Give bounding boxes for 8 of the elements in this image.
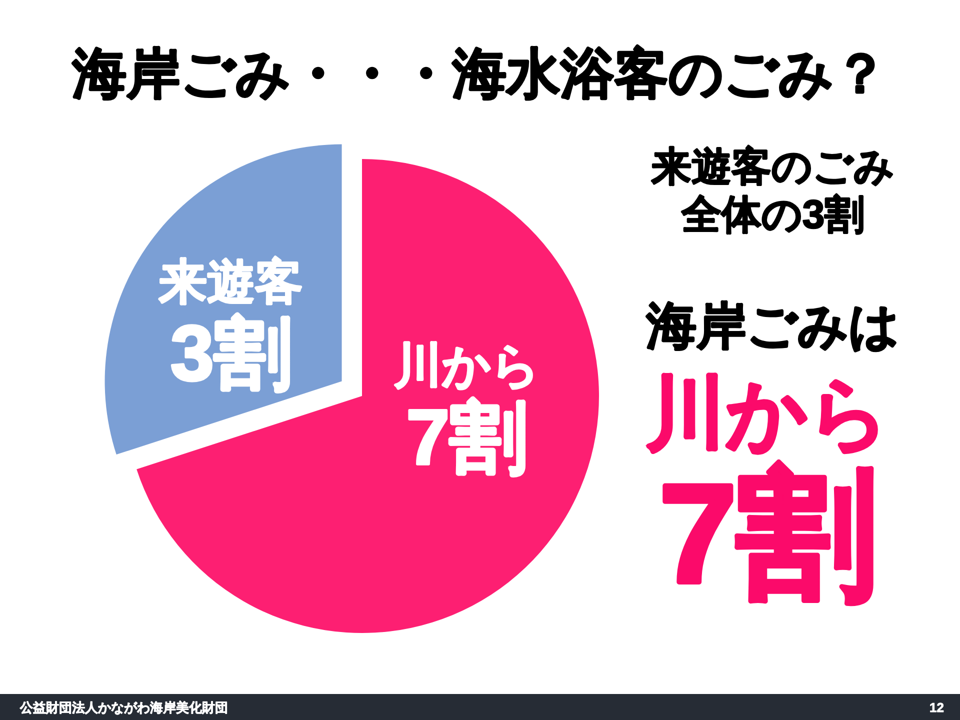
annotation: 7割 <box>659 455 877 612</box>
title: 海岸ごみ・・・海水浴客のごみ？ <box>72 44 888 104</box>
annotation: 来遊客のごみ <box>652 145 894 189</box>
annotation: 川から <box>646 369 890 458</box>
annotation: 全体の3割 <box>681 193 865 237</box>
annotation: 12 <box>930 700 944 715</box>
annotation: 海岸ごみは <box>646 298 900 354</box>
annotation: 公益財団法人かながわ海岸美化財団 <box>20 700 228 715</box>
